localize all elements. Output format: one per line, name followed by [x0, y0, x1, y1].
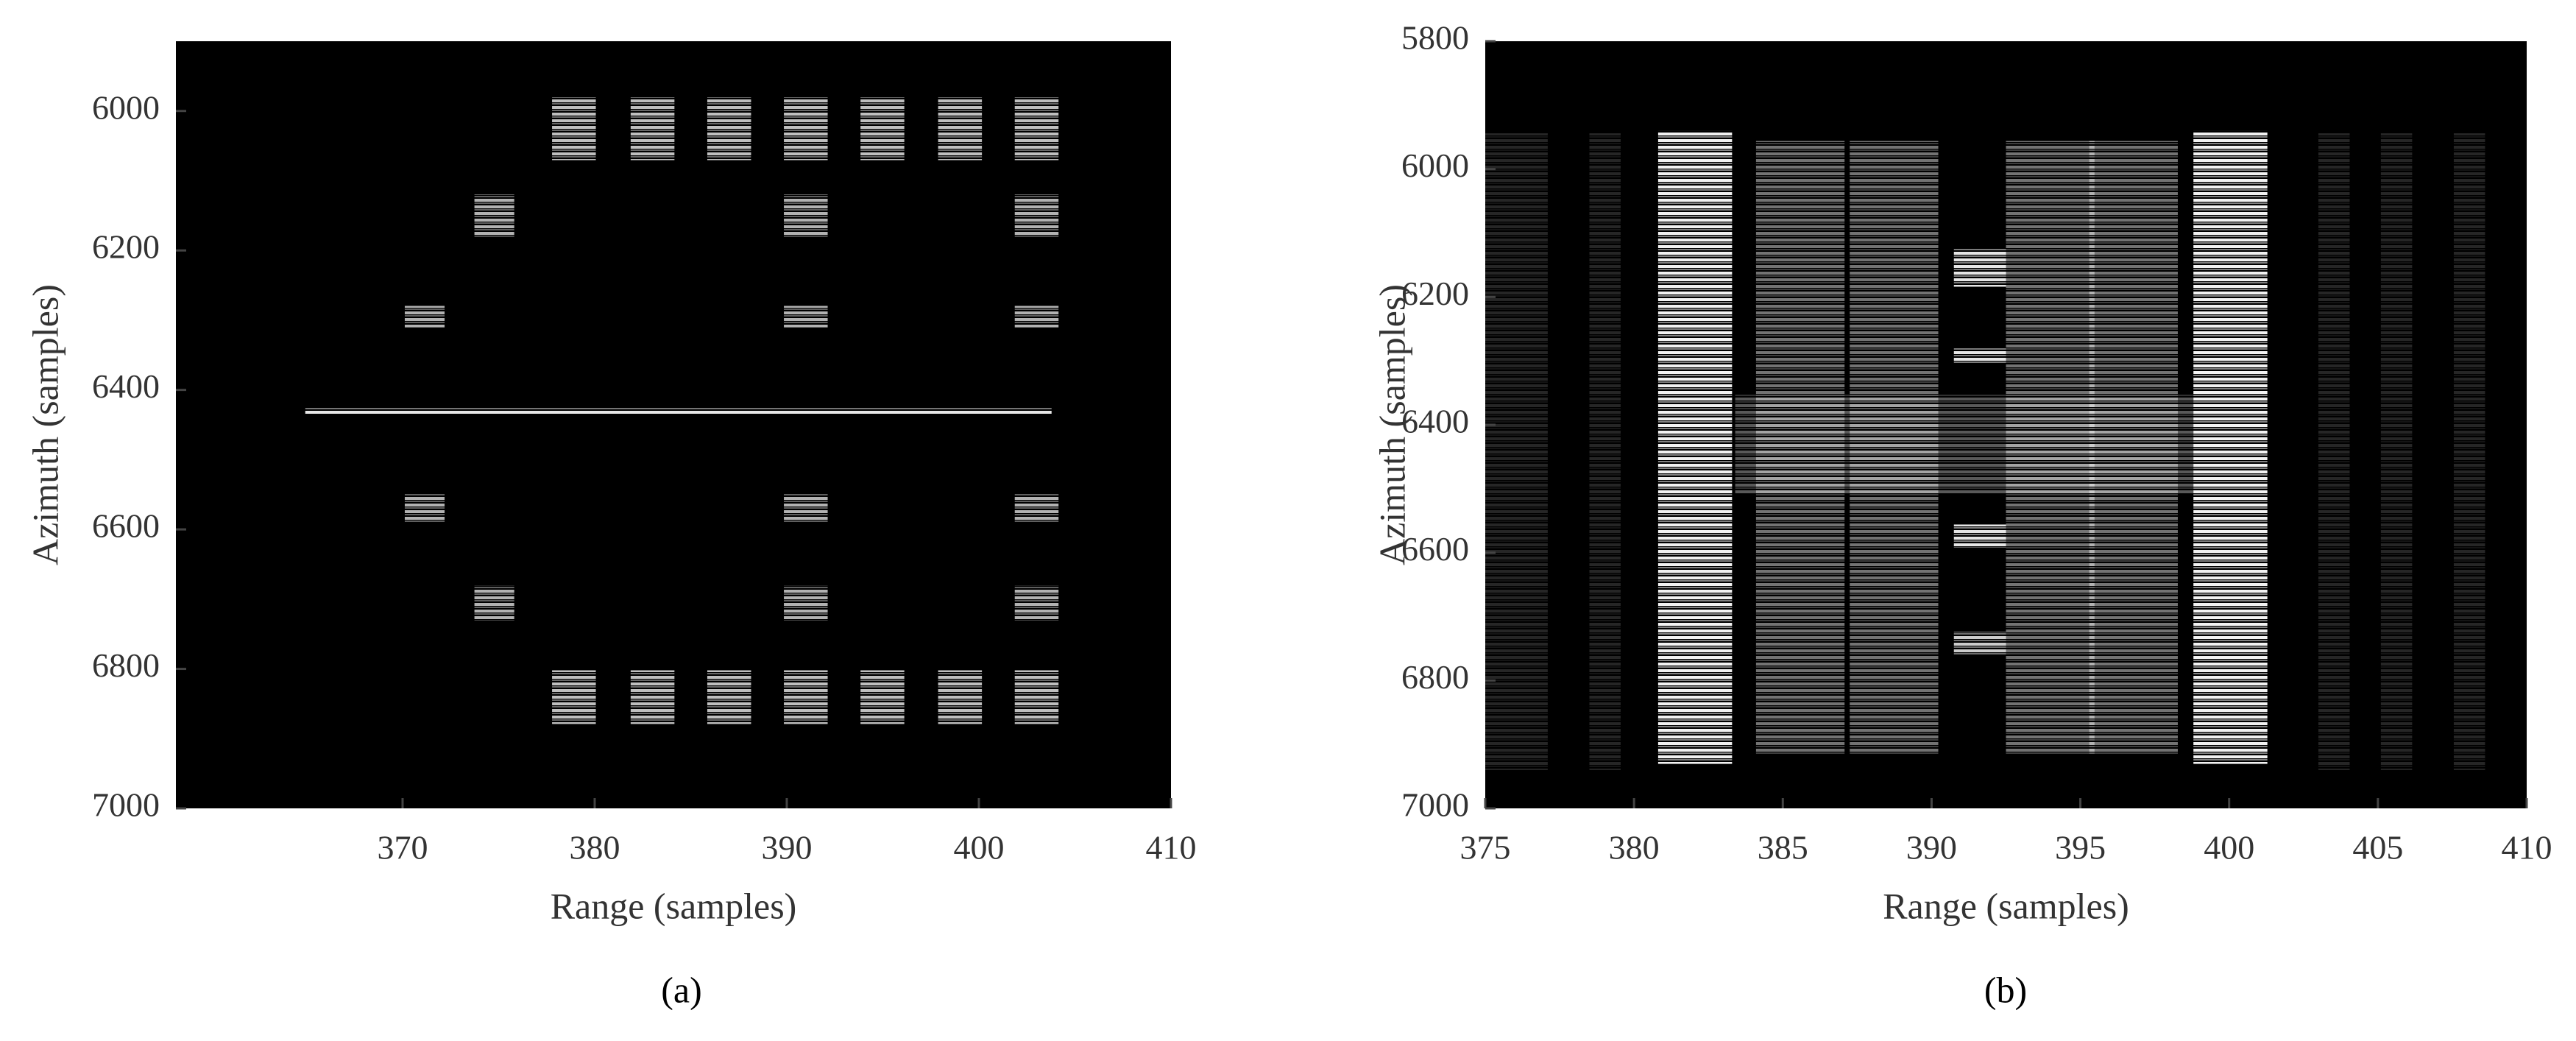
image-texture [784, 194, 828, 237]
image-texture [305, 408, 1052, 414]
caption: (a) [661, 969, 702, 1010]
image-texture [784, 306, 828, 328]
x-tick-label: 370 [377, 829, 428, 867]
x-axis-label: Range (samples) [1883, 885, 2129, 926]
caption: (b) [1984, 969, 2027, 1010]
plot: 375 380 385 390 395 400 405 410 5800 6000 6200 6400… [1371, 19, 2552, 1011]
image-texture [1014, 194, 1059, 237]
x-tick-label: 410 [2502, 829, 2552, 867]
image-texture [1953, 632, 2006, 655]
image-texture [1516, 133, 1548, 770]
y-axis-label: Azimuth (samples) [24, 284, 66, 565]
image-texture [784, 670, 828, 724]
x-tick-label: 400 [2204, 829, 2254, 867]
y-tick-label: 6400 [1401, 403, 1469, 440]
plot: 370 380 390 400 410 6000 6200 6400 6600 6800 7000 R… [24, 41, 1197, 1010]
image-texture [1014, 97, 1059, 160]
image-texture [2318, 133, 2350, 770]
y-tick-label: 6600 [92, 507, 160, 545]
x-tick-label: 405 [2352, 829, 2403, 867]
image-texture [552, 97, 596, 160]
x-tick-label: 410 [1146, 829, 1197, 867]
image-texture [1014, 670, 1059, 724]
image-texture [1014, 585, 1059, 621]
y-tick-label: 6000 [1401, 147, 1469, 184]
x-tick-label: 380 [1609, 829, 1660, 867]
image-texture [707, 97, 751, 160]
x-tick-label: 380 [569, 829, 620, 867]
image-texture [860, 97, 905, 160]
image-texture [860, 670, 905, 724]
y-tick-label: 7000 [92, 786, 160, 824]
image-texture [1014, 493, 1059, 523]
x-tick-label: 385 [1758, 829, 1808, 867]
image-texture [404, 306, 445, 328]
image-texture [1657, 130, 1733, 764]
y-axis-label: Azimuth (samples) [1371, 284, 1412, 565]
y-tick-label: 6600 [1401, 530, 1469, 568]
y-tick-label: 6200 [92, 228, 160, 266]
image-texture [474, 585, 514, 621]
x-tick-label: 390 [761, 829, 812, 867]
image-texture [1589, 133, 1621, 770]
y-tick-label: 6800 [92, 646, 160, 684]
y-tick-label: 6000 [92, 88, 160, 126]
image-texture [938, 97, 983, 160]
image-texture [1953, 524, 2006, 548]
image-texture [1735, 394, 2194, 494]
image-texture [707, 670, 751, 724]
image-texture [784, 97, 828, 160]
y-tick-label: 5800 [1401, 19, 1469, 57]
x-tick-label: 395 [2055, 829, 2106, 867]
image-texture [2193, 130, 2268, 764]
image-texture [404, 493, 445, 523]
image-texture [1953, 248, 2006, 287]
image-texture [2453, 133, 2485, 770]
x-axis-label: Range (samples) [551, 885, 797, 926]
image-texture [630, 670, 675, 724]
y-tick-label: 6800 [1401, 658, 1469, 696]
image-texture [938, 670, 983, 724]
x-tick-label: 400 [953, 829, 1004, 867]
y-tick-label: 6400 [92, 367, 160, 405]
image-texture [1485, 133, 1517, 770]
image-texture [474, 194, 514, 237]
y-tick-label: 7000 [1401, 786, 1469, 824]
y-tick-label: 6200 [1401, 275, 1469, 312]
x-tick-label: 390 [1906, 829, 1957, 867]
image-texture [2380, 133, 2413, 770]
image-texture [784, 585, 828, 621]
image-texture [1953, 347, 2006, 364]
image-texture [784, 493, 828, 523]
x-tick-label: 375 [1460, 829, 1511, 867]
image-texture [1014, 306, 1059, 328]
image-texture [552, 670, 596, 724]
image-texture [630, 97, 675, 160]
